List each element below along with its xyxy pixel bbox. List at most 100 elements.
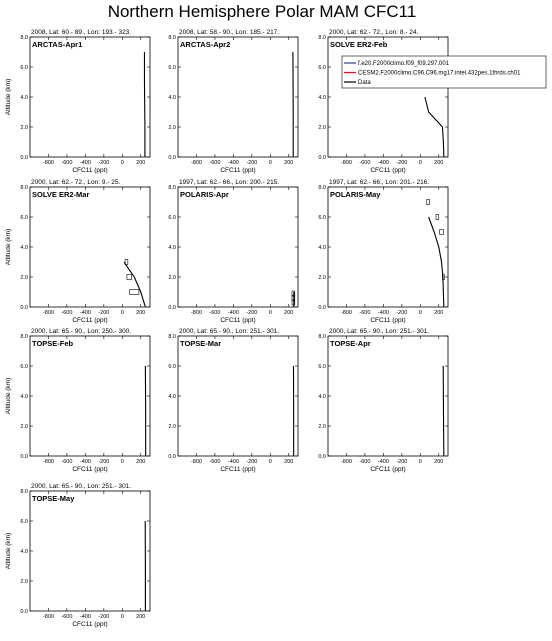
plot-frame (177, 36, 299, 158)
series-line-data (123, 261, 146, 308)
y-tick-label: 0.0 (168, 454, 176, 460)
y-tick-label: 4.0 (168, 245, 176, 251)
panel-label: POLARIS-Apr (180, 190, 229, 199)
panel-label: TOPSE-Mar (180, 339, 221, 348)
data-range-box (291, 290, 296, 297)
y-tick-label: 8.0 (168, 334, 176, 340)
plot-frame (327, 36, 449, 158)
y-tick-label: 0.0 (168, 155, 176, 161)
x-tick-label: -800 (191, 459, 202, 465)
x-tick-label: 0 (121, 310, 124, 316)
x-tick-label: -200 (396, 160, 407, 166)
y-tick-label: 8.0 (20, 185, 28, 191)
x-tick-label: -600 (359, 459, 370, 465)
x-tick-label: -200 (98, 459, 109, 465)
x-tick-label: -600 (61, 614, 72, 620)
x-tick-label: -800 (341, 459, 352, 465)
y-tick-label: 8.0 (168, 185, 176, 191)
panel-label: SOLVE ER2-Feb (330, 40, 388, 49)
x-tick-label: -600 (209, 160, 220, 166)
data-range-box (129, 289, 140, 295)
panel-label: TOPSE-Apr (330, 339, 371, 348)
panel-3: 2000, Lat: 62.- 72., Lon: 8.- 24. SOLVE E… (318, 29, 449, 174)
y-tick-label: 6.0 (20, 364, 28, 370)
panel-subtitle: 2008, Lat: 60.- 89., Lon: 193.- 323. (31, 29, 131, 36)
x-axis-label: CFC11 (ppt) (220, 466, 255, 473)
x-tick-label: -400 (378, 459, 389, 465)
y-tick-label: 0.0 (20, 609, 28, 615)
plot-frame (29, 36, 151, 158)
x-tick-label: -400 (80, 614, 91, 620)
x-tick-label: 200 (284, 160, 293, 166)
x-axis-label: CFC11 (ppt) (370, 466, 405, 473)
data-range-box (439, 229, 444, 235)
legend-entry: CESM2.F2000climo.C96.C96.mg17.intel.432p… (358, 71, 521, 77)
panel-label: TOPSE-Feb (32, 339, 74, 348)
y-tick-label: 4.0 (20, 394, 28, 400)
panel-label: TOPSE-May (32, 494, 75, 503)
x-tick-label: 200 (136, 310, 145, 316)
y-tick-label: 2.0 (20, 275, 28, 281)
y-tick-label: 6.0 (318, 65, 326, 71)
panel-label: ARCTAS-Apr2 (180, 40, 230, 49)
plot-frame (327, 186, 449, 308)
y-tick-label: 8.0 (318, 334, 326, 340)
x-tick-label: -800 (43, 459, 54, 465)
x-tick-label: -400 (80, 160, 91, 166)
x-tick-label: -200 (246, 160, 257, 166)
panel-subtitle: 2008, Lat: 58.- 90., Lon: 185.- 217. (179, 29, 279, 36)
panel-7: 2000, Lat: 65.- 90., Lon: 250.- 300. TOPS… (5, 328, 151, 473)
x-axis-label: CFC11 (ppt) (72, 167, 107, 174)
x-axis-label: CFC11 (ppt) (72, 466, 107, 473)
y-tick-label: 8.0 (168, 35, 176, 41)
x-tick-label: 0 (269, 160, 272, 166)
y-axis-label: Altitude (km) (5, 229, 12, 265)
panel-4: 2000, Lat: 62.- 72., Lon: 9.- 25. SOLVE E… (5, 179, 151, 324)
y-tick-label: 2.0 (20, 424, 28, 430)
series-line-data (442, 365, 445, 457)
y-tick-label: 0.0 (20, 305, 28, 311)
y-tick-label: 6.0 (20, 519, 28, 525)
x-tick-label: 0 (419, 160, 422, 166)
x-tick-label: -200 (98, 310, 109, 316)
y-tick-label: 2.0 (168, 275, 176, 281)
x-tick-label: 200 (284, 459, 293, 465)
plot-frame (29, 186, 151, 308)
x-tick-label: 0 (121, 614, 124, 620)
y-tick-label: 6.0 (20, 215, 28, 221)
y-tick-label: 4.0 (318, 95, 326, 101)
y-tick-label: 2.0 (318, 125, 326, 131)
legend: f.e20.F2000climo.f09_f09.297.001 CESM2.F2… (341, 55, 547, 89)
x-axis-label: CFC11 (ppt) (220, 167, 255, 174)
x-tick-label: 0 (419, 459, 422, 465)
plot-frame (29, 335, 151, 457)
y-tick-label: 6.0 (168, 364, 176, 370)
plot-frame (177, 335, 299, 457)
x-axis-label: CFC11 (ppt) (72, 317, 107, 324)
x-tick-label: 0 (269, 310, 272, 316)
x-tick-label: -200 (98, 160, 109, 166)
x-tick-label: 200 (136, 160, 145, 166)
y-tick-label: 4.0 (168, 394, 176, 400)
x-axis-label: CFC11 (ppt) (220, 317, 255, 324)
panel-subtitle: 2000, Lat: 65.- 90., Lon: 250.- 300. (31, 328, 131, 335)
x-tick-label: -400 (378, 310, 389, 316)
series-line-data (424, 96, 445, 158)
plot-frame (327, 335, 449, 457)
y-tick-label: 4.0 (318, 245, 326, 251)
x-tick-label: 200 (434, 160, 443, 166)
y-tick-label: 4.0 (20, 245, 28, 251)
panel-subtitle: 2000, Lat: 65.- 90., Lon: 251.- 301. (31, 483, 131, 490)
data-range-box (291, 299, 296, 306)
y-axis-label: Altitude (km) (5, 79, 12, 115)
x-tick-label: -600 (61, 310, 72, 316)
y-axis-label: Altitude (km) (5, 533, 12, 569)
x-tick-label: -400 (80, 310, 91, 316)
panel-6: 1997, Lat: 62.- 66., Lon: 201.- 216. POLA… (318, 179, 449, 324)
x-tick-label: -800 (43, 310, 54, 316)
y-tick-label: 0.0 (318, 305, 326, 311)
y-tick-label: 2.0 (20, 125, 28, 131)
data-range-box (291, 295, 296, 301)
x-tick-label: -600 (61, 459, 72, 465)
